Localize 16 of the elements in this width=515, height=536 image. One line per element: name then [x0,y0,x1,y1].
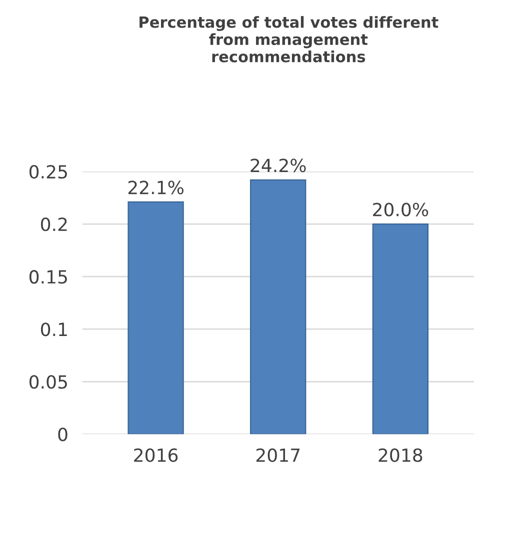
x-tick-label: 2017 [256,448,300,462]
data-label: 22.1% [128,180,184,194]
y-tick-label: 0.1 [40,322,67,336]
data-label: 24.2% [250,158,306,172]
y-tick-label: 0.05 [30,375,67,389]
y-tick-label: 0.2 [40,218,67,232]
data-label: 20.0% [373,202,428,216]
bar [128,201,184,434]
y-tick-label: 0.25 [30,164,67,179]
bar [372,223,428,434]
y-tick-label: 0.15 [30,270,67,284]
y-tick-label: 0 [58,428,68,442]
x-tick-label: 2016 [134,448,178,462]
x-tick-label: 2018 [378,448,422,462]
chart-title: Percentage of total votes different from management recommendations [140,16,438,62]
bar [250,179,306,434]
